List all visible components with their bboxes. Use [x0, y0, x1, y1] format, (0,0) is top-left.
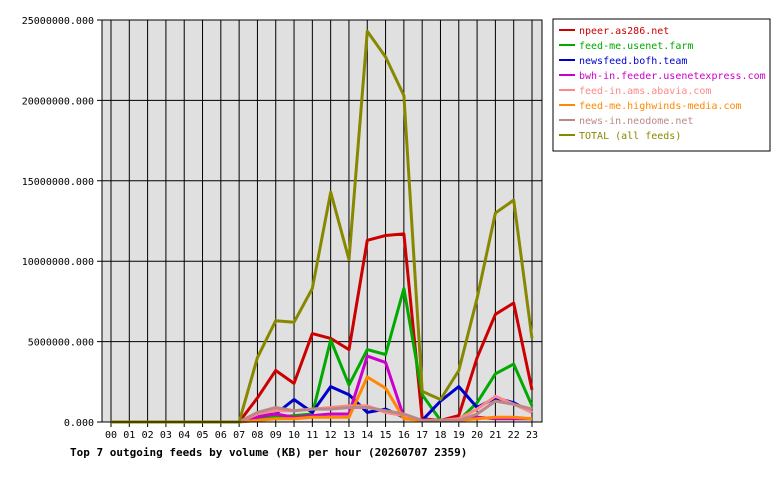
- plot-area: [102, 20, 542, 422]
- x-tick-label: 05: [196, 430, 208, 441]
- x-tick-label: 02: [142, 430, 154, 441]
- legend-entry: bwh-in.feeder.usenetexpress.com: [579, 71, 766, 82]
- x-tick-label: 06: [215, 430, 227, 441]
- x-tick-label: 00: [105, 430, 117, 441]
- chart-caption: Top 7 outgoing feeds by volume (KB) per …: [70, 446, 467, 459]
- y-tick-label: 15000000.000: [22, 177, 94, 188]
- x-tick-label: 01: [123, 430, 135, 441]
- x-tick-label: 19: [453, 430, 465, 441]
- x-tick-label: 04: [178, 430, 190, 441]
- legend-entry: feed-me.highwinds-media.com: [579, 101, 742, 112]
- x-tick-labels: 00 01 02 03 04 05 06 07 08 09 10 11 12 13 14 15 16 17 18 19…: [105, 430, 538, 441]
- x-tick-label: 23: [526, 430, 538, 441]
- y-tick-label: 20000000.000: [22, 96, 94, 107]
- x-tick-label: 17: [416, 430, 428, 441]
- x-tick-label: 15: [380, 430, 392, 441]
- legend-entry: TOTAL (all feeds): [579, 131, 681, 142]
- y-tick-label: 0.000: [64, 418, 94, 429]
- x-tick-label: 11: [306, 430, 318, 441]
- x-tick-label: 16: [398, 430, 410, 441]
- vertical-gridlines: [110, 20, 533, 427]
- x-tick-label: 12: [325, 430, 337, 441]
- x-tick-label: 21: [489, 430, 501, 441]
- y-tick-labels: 0.000 5000000.000 10000000.000 15000000.000…: [22, 16, 94, 429]
- x-tick-label: 07: [233, 430, 245, 441]
- legend-entry: npeer.as286.net: [579, 26, 669, 37]
- legend-entry: newsfeed.bofh.team: [579, 56, 687, 67]
- legend-entry: feed-in.ams.abavia.com: [579, 86, 711, 97]
- x-tick-label: 09: [270, 430, 282, 441]
- x-tick-label: 14: [361, 430, 373, 441]
- x-tick-label: 10: [288, 430, 300, 441]
- y-tick-label: 5000000.000: [28, 338, 94, 349]
- y-tick-label: 25000000.000: [22, 16, 94, 27]
- plot-border: [101, 19, 543, 423]
- legend-entry: news-in.neodome.net: [579, 116, 693, 127]
- x-tick-label: 13: [343, 430, 355, 441]
- x-tick-label: 03: [160, 430, 172, 441]
- legend: npeer.as286.net feed-me.usenet.farm newsfe…: [552, 18, 771, 152]
- x-tick-label: 22: [508, 430, 520, 441]
- x-tick-label: 20: [471, 430, 483, 441]
- legend-entry: feed-me.usenet.farm: [579, 41, 693, 52]
- x-tick-label: 08: [251, 430, 263, 441]
- x-tick-label: 18: [434, 430, 446, 441]
- y-tick-label: 10000000.000: [22, 257, 94, 268]
- legend-box: [552, 18, 771, 152]
